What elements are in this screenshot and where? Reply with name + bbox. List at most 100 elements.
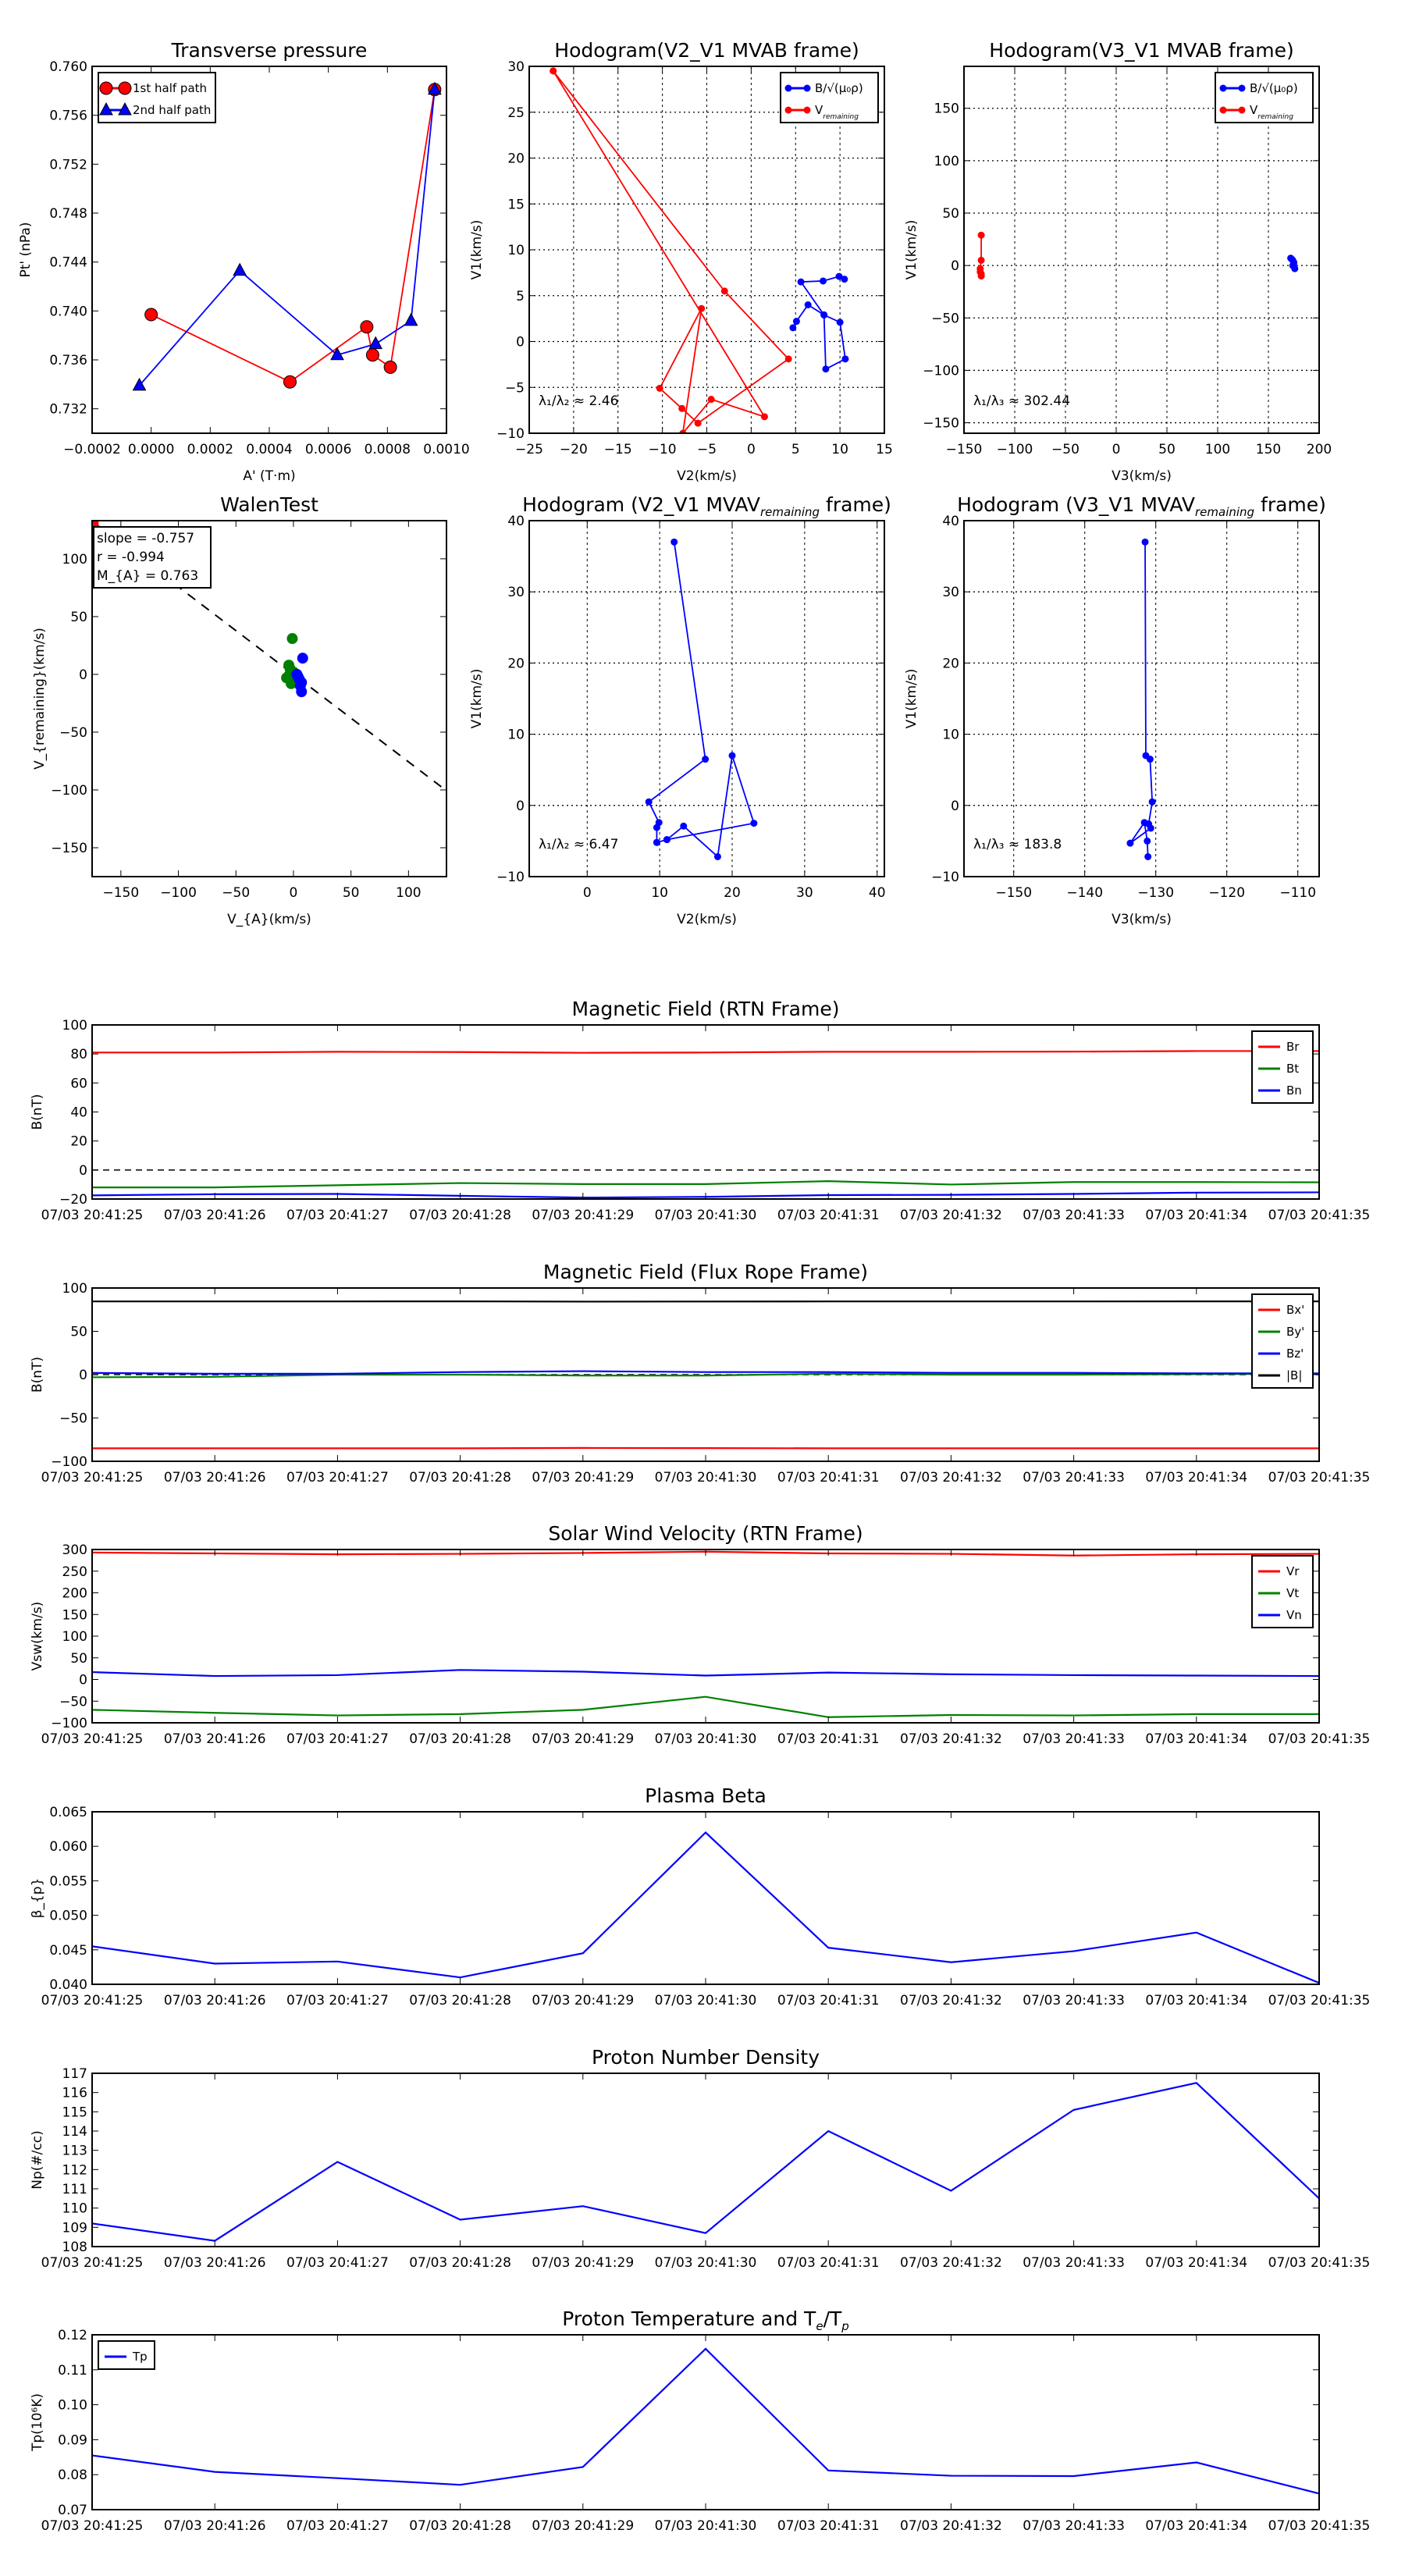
y-tick-label: 25: [507, 105, 525, 121]
x-tick-label: −25: [515, 442, 543, 457]
y-axis-label: V_{remaining}(km/s): [32, 628, 48, 770]
data-point: [836, 318, 844, 326]
data-point: [720, 287, 728, 295]
x-axis-label: A' (T·m): [243, 468, 295, 484]
y-tick-label: −150: [923, 416, 959, 432]
x-tick-label: 07/03 20:41:31: [777, 1208, 880, 1223]
x-tick-label: 100: [396, 885, 421, 901]
x-tick-label: 0: [583, 885, 592, 901]
chart-title: Magnetic Field (Flux Rope Frame): [543, 1261, 868, 1283]
plot-area: [92, 2347, 1319, 2495]
x-tick-label: 150: [1256, 442, 1281, 457]
legend-label: Br: [1286, 1040, 1300, 1054]
data-point: [977, 231, 985, 239]
y-tick-label: 10: [942, 728, 959, 743]
y-axis-label: V1(km/s): [904, 220, 919, 280]
chart-bfr: 07/03 20:41:25 07/03 20:41:26 07/03 20:41:…: [30, 1261, 1370, 1485]
y-axis-label: Tp(10⁶K): [30, 2393, 45, 2452]
y-tick-label: −20: [59, 1192, 87, 1208]
data-point: [694, 419, 702, 427]
y-tick-label: 0.045: [49, 1943, 87, 1959]
data-point: [296, 686, 308, 698]
legend: Vr Vt Vn: [1251, 1555, 1314, 1628]
x-tick-label: 07/03 20:41:27: [286, 1470, 389, 1485]
x-tick-label: 07/03 20:41:26: [164, 2255, 266, 2271]
x-tick-label: 15: [876, 442, 893, 457]
y-tick-label: 100: [62, 1018, 87, 1034]
y-tick-label: 10: [507, 728, 525, 743]
plot-area: [1126, 538, 1156, 860]
data-point: [297, 653, 308, 664]
x-tick-label: 200: [1307, 442, 1332, 457]
axes-frame: [963, 520, 1320, 877]
chart-title: Hodogram (V2_V1 MVAVremaining frame): [522, 493, 891, 519]
y-tick-label: 80: [70, 1047, 87, 1062]
plot-area: [550, 67, 849, 433]
y-tick-label: 0.065: [49, 1805, 87, 1820]
legend-marker: [1219, 106, 1227, 114]
x-tick-label: 07/03 20:41:25: [41, 1470, 144, 1485]
legend-marker: [784, 84, 792, 92]
x-tick-label: 07/03 20:41:32: [900, 1731, 1002, 1747]
y-tick-label: 0: [951, 258, 959, 274]
legend-label: Vr: [1286, 1564, 1300, 1578]
x-tick-label: 10: [831, 442, 848, 457]
y-tick-label: 0.055: [49, 1873, 87, 1889]
y-tick-label: 0: [516, 335, 525, 350]
x-tick-label: −140: [1066, 885, 1103, 901]
y-tick-label: 0.060: [49, 1839, 87, 1855]
legend: B/√(μ₀ρ) Vremaining: [1215, 72, 1314, 123]
legend-label: 2nd half path: [133, 103, 211, 117]
x-tick-label: 07/03 20:41:31: [777, 2255, 880, 2271]
axes-frame: [91, 2334, 1320, 2510]
x-tick-label: 07/03 20:41:31: [777, 2518, 880, 2534]
y-tick-label: 111: [62, 2182, 87, 2197]
y-tick-label: 200: [62, 1586, 87, 1602]
data-point: [760, 413, 768, 421]
y-tick-label: 0.760: [49, 59, 87, 75]
series-line-Bt: [92, 1180, 1319, 1189]
y-tick-label: 300: [62, 1542, 87, 1558]
legend-label: Vn: [1286, 1608, 1302, 1622]
y-axis-label: Pt' (nPa): [18, 222, 34, 278]
x-tick-label: 30: [796, 885, 813, 901]
x-tick-label: 07/03 20:41:30: [655, 1208, 757, 1223]
legend-marker: [118, 81, 132, 95]
chart-title: Hodogram (V3_V1 MVAVremaining frame): [957, 493, 1326, 519]
legend-marker: [1238, 84, 1246, 92]
legend-frame: [1251, 1555, 1314, 1628]
x-tick-label: 07/03 20:41:34: [1145, 2518, 1247, 2534]
data-point: [645, 798, 653, 806]
x-tick-label: 07/03 20:41:26: [164, 1208, 266, 1223]
legend: Bx' By' Bz' |B|: [1251, 1293, 1314, 1389]
y-axis-label: B(nT): [30, 1357, 45, 1393]
chart-h1: −25 −20 −15 −10 −5 0 5 10 15 −10 −5 0 5 10 15 20 25 30 Hod…: [469, 39, 893, 484]
chart-h4: −150 −140 −130 −120 −110 −10 0 10 20 30 40Hodogram…: [904, 493, 1326, 927]
y-tick-label: 0: [79, 667, 87, 683]
y-tick-label: 0.756: [49, 109, 87, 124]
y-tick-label: 40: [507, 514, 525, 529]
y-tick-label: 50: [70, 1651, 87, 1667]
y-tick-label: 0.050: [49, 1909, 87, 1924]
x-tick-label: 0.0008: [365, 442, 411, 457]
data-point: [820, 277, 827, 285]
y-tick-label: 0.12: [58, 2328, 87, 2343]
data-point: [804, 301, 812, 308]
data-point: [656, 384, 663, 392]
data-point: [670, 538, 678, 546]
x-tick-label: 07/03 20:41:27: [286, 2255, 389, 2271]
data-point: [132, 377, 147, 391]
chart-vel: 07/03 20:41:25 07/03 20:41:26 07/03 20:41:…: [30, 1522, 1370, 1747]
x-tick-label: 07/03 20:41:33: [1023, 1208, 1125, 1223]
y-tick-label: 115: [62, 2105, 87, 2120]
x-tick-label: 07/03 20:41:28: [409, 1993, 511, 2008]
legend-frame: [98, 72, 216, 123]
legend-marker: [99, 101, 113, 116]
y-tick-label: 30: [942, 585, 959, 600]
y-tick-label: 0: [79, 1163, 87, 1179]
x-tick-label: −10: [649, 442, 677, 457]
data-point: [365, 348, 379, 362]
y-tick-label: 20: [70, 1134, 87, 1150]
series-line-Vn: [92, 1669, 1319, 1678]
axes-frame: [91, 2073, 1320, 2247]
